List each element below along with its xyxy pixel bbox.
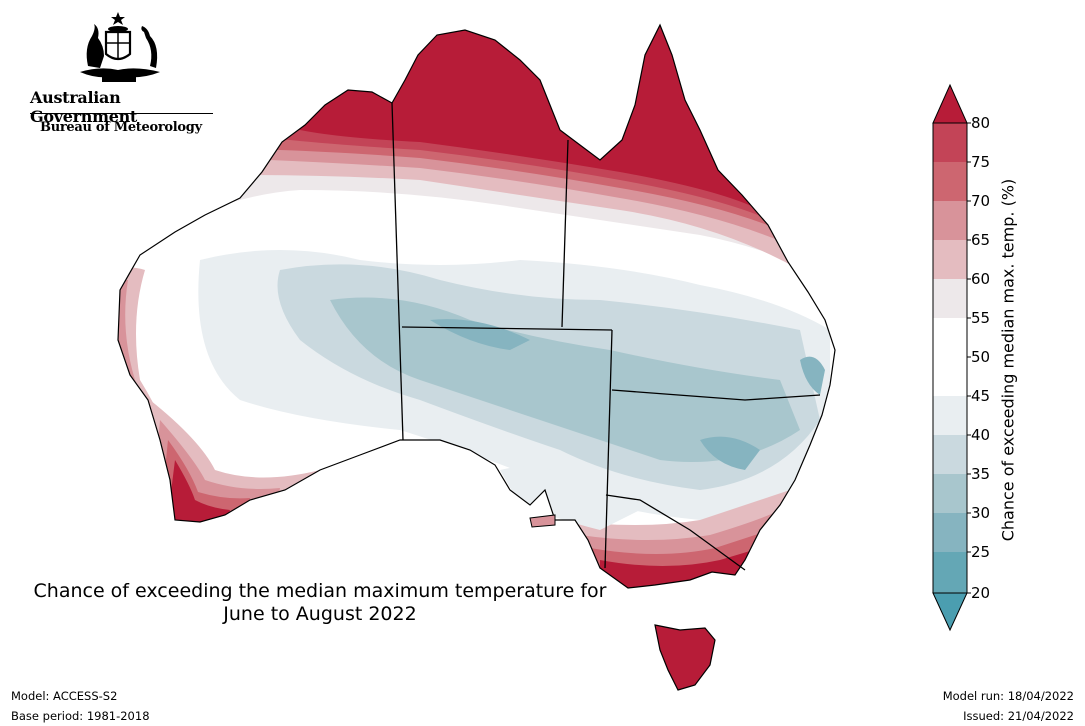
tick-label-25: 25 bbox=[971, 543, 991, 561]
tick-label-55: 55 bbox=[971, 309, 991, 327]
tick-label-20: 20 bbox=[971, 584, 991, 602]
colorbar-frame bbox=[932, 122, 968, 594]
coat-of-arms-icon bbox=[80, 12, 160, 82]
colorbar-bottom-arrow bbox=[932, 592, 968, 632]
model-run-date: Model run: 18/04/2022 bbox=[942, 689, 1074, 703]
map-title-line1: Chance of exceeding the median maximum t… bbox=[33, 580, 607, 602]
border-nt-sa bbox=[401, 326, 613, 331]
border-wa bbox=[391, 102, 404, 441]
tick-label-70: 70 bbox=[971, 192, 991, 210]
tick-label-75: 75 bbox=[971, 153, 991, 171]
logo-divider bbox=[30, 113, 213, 114]
footer-right: Model run: 18/04/2022 Issued: 21/04/2022 bbox=[943, 686, 1074, 726]
band-50-55 bbox=[933, 318, 967, 357]
government-logo: Australian Government Bureau of Meteorol… bbox=[22, 10, 222, 140]
tick-label-40: 40 bbox=[971, 426, 991, 444]
tick-label-65: 65 bbox=[971, 231, 991, 249]
band-45-50 bbox=[933, 357, 967, 396]
band-60-65 bbox=[933, 240, 967, 279]
model-name: Model: ACCESS-S2 bbox=[11, 689, 118, 703]
tick-label-50: 50 bbox=[971, 348, 991, 366]
band-20-25 bbox=[933, 552, 967, 593]
tick-label-35: 35 bbox=[971, 465, 991, 483]
state-borders bbox=[391, 102, 821, 571]
government-name: Australian Government bbox=[30, 88, 138, 126]
legend-title: Chance of exceeding median max. temp. (%… bbox=[998, 178, 1018, 542]
map-title: Chance of exceeding the median maximum t… bbox=[5, 580, 635, 626]
band-75-80 bbox=[933, 123, 967, 162]
band-65-70 bbox=[933, 201, 967, 240]
tick-label-45: 45 bbox=[971, 387, 991, 405]
band-25-30 bbox=[933, 513, 967, 552]
tasmania bbox=[654, 624, 716, 691]
border-qld-nsw bbox=[611, 389, 821, 401]
footer-left: Model: ACCESS-S2 Base period: 1981-2018 bbox=[11, 686, 150, 726]
bureau-name: Bureau of Meteorology bbox=[40, 120, 202, 135]
border-qld-sa bbox=[604, 329, 613, 569]
tick-label-30: 30 bbox=[971, 504, 991, 522]
colorbar-top-arrow bbox=[932, 83, 968, 124]
map-title-line2: June to August 2022 bbox=[223, 603, 417, 625]
issued-date: Issued: 21/04/2022 bbox=[963, 709, 1074, 723]
band-55-60 bbox=[933, 279, 967, 318]
border-nt-qld bbox=[561, 139, 569, 328]
tick-label-60: 60 bbox=[971, 270, 991, 288]
base-period: Base period: 1981-2018 bbox=[11, 709, 150, 723]
band-40-45 bbox=[933, 396, 967, 435]
band-70-75 bbox=[933, 162, 967, 201]
tick-label-80: 80 bbox=[971, 114, 991, 132]
colorbar-ticks bbox=[967, 122, 971, 594]
band-35-40 bbox=[933, 435, 967, 474]
band-30-35 bbox=[933, 474, 967, 513]
border-vic bbox=[605, 494, 746, 571]
kangaroo-island bbox=[529, 514, 556, 528]
colorbar bbox=[932, 83, 971, 632]
